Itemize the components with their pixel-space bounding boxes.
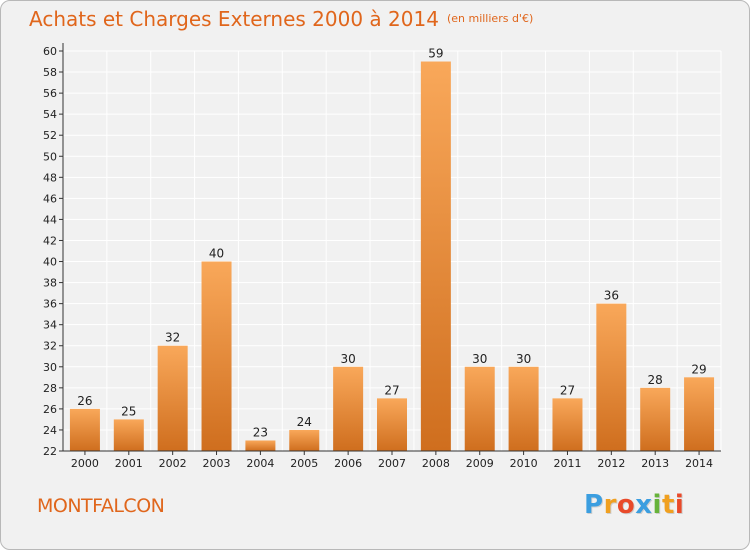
bar-value-label: 29 — [691, 362, 706, 376]
chart-title: Achats et Charges Externes 2000 à 2014 (e… — [29, 7, 533, 31]
bar — [596, 303, 627, 451]
bar — [684, 377, 715, 451]
y-tick-label: 58 — [43, 66, 57, 79]
logo-letter: o — [616, 490, 636, 520]
bar — [289, 429, 320, 451]
x-tick-label: 2004 — [246, 457, 274, 470]
bar — [69, 408, 100, 451]
y-tick-label: 38 — [43, 277, 57, 290]
x-tick-label: 2000 — [71, 457, 99, 470]
bar-value-label: 26 — [77, 394, 92, 408]
bar-value-label: 32 — [165, 331, 180, 345]
logo-letter: r — [603, 490, 617, 520]
bar-value-label: 30 — [340, 352, 355, 366]
x-tick-label: 2011 — [553, 457, 581, 470]
logo-letter: x — [635, 490, 653, 520]
x-tick-label: 2010 — [510, 457, 538, 470]
x-tick-label: 2003 — [203, 457, 231, 470]
x-tick-label: 2009 — [466, 457, 494, 470]
x-tick-label: 2005 — [290, 457, 318, 470]
bar-value-label: 25 — [121, 404, 136, 418]
y-tick-label: 52 — [43, 129, 57, 142]
bar-value-label: 36 — [604, 289, 619, 303]
x-tick-label: 2012 — [597, 457, 625, 470]
bar-value-label: 24 — [297, 415, 312, 429]
x-tick-label: 2007 — [378, 457, 406, 470]
logo-letter: i — [674, 490, 685, 520]
bar-value-label: 59 — [428, 47, 443, 61]
bar-value-label: 27 — [560, 383, 575, 397]
x-tick-label: 2014 — [685, 457, 713, 470]
bar — [377, 398, 407, 451]
bar — [333, 366, 364, 451]
x-tick-label: 2013 — [641, 457, 669, 470]
logo-letter: P — [584, 490, 604, 520]
bar — [157, 345, 188, 451]
y-tick-label: 48 — [43, 171, 57, 184]
bar — [201, 261, 232, 451]
y-tick-label: 56 — [43, 87, 57, 100]
chart-title-main: Achats et Charges Externes 2000 à 2014 — [29, 7, 439, 31]
logo-letter: i — [652, 490, 662, 520]
bar — [245, 440, 276, 451]
y-tick-label: 36 — [43, 298, 57, 311]
x-tick-label: 2006 — [334, 457, 362, 470]
y-tick-label: 42 — [43, 234, 57, 247]
x-tick-label: 2008 — [422, 457, 450, 470]
bar — [113, 419, 144, 451]
bar-value-label: 27 — [384, 383, 399, 397]
y-tick-label: 32 — [43, 340, 57, 353]
bar-value-label: 28 — [648, 373, 663, 387]
bar-value-label: 23 — [253, 425, 268, 439]
y-tick-label: 44 — [43, 213, 57, 226]
chart-title-subtitle: (en milliers d'€) — [446, 12, 534, 25]
bar-value-label: 40 — [209, 247, 224, 261]
y-tick-label: 54 — [43, 108, 57, 121]
y-tick-label: 26 — [43, 403, 57, 416]
y-tick-label: 50 — [43, 150, 57, 163]
y-tick-label: 22 — [43, 445, 57, 458]
bar — [640, 387, 671, 451]
y-tick-label: 40 — [43, 256, 57, 269]
y-tick-label: 24 — [43, 424, 57, 437]
x-tick-label: 2001 — [115, 457, 143, 470]
y-tick-label: 34 — [43, 319, 57, 332]
bar — [420, 61, 451, 452]
y-tick-label: 30 — [43, 361, 57, 374]
y-tick-label: 60 — [43, 45, 57, 58]
commune-name: MONTFALCON — [37, 495, 165, 517]
bar — [508, 366, 539, 451]
bar — [464, 366, 495, 451]
y-tick-label: 46 — [43, 192, 57, 205]
proxiti-logo: Proxiti — [584, 490, 684, 520]
logo-letter: t — [661, 490, 675, 520]
bar — [552, 398, 583, 451]
bar-value-label: 30 — [472, 352, 487, 366]
y-tick-label: 28 — [43, 382, 57, 395]
bar-value-label: 30 — [516, 352, 531, 366]
x-tick-label: 2002 — [159, 457, 187, 470]
